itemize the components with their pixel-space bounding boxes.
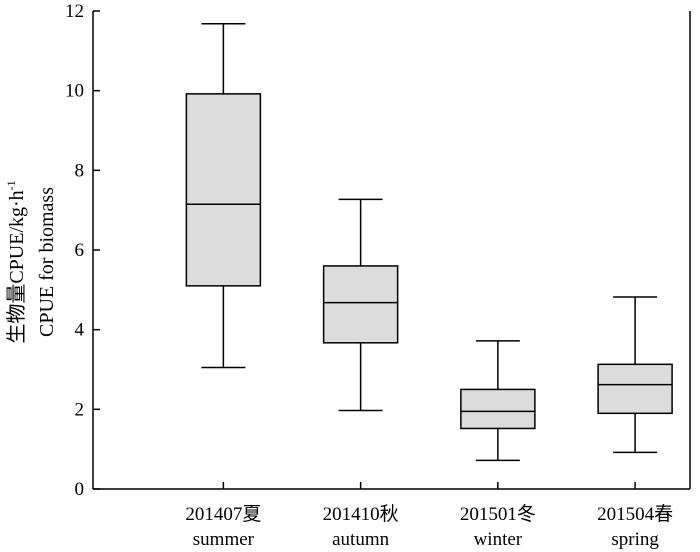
y-tick-label: 2 [75, 399, 85, 420]
iqr-box [597, 363, 673, 415]
iqr-box [322, 265, 399, 344]
x-label-season: autumn [332, 529, 389, 550]
x-label-season: spring [611, 529, 659, 550]
y-tick-label: 8 [75, 160, 85, 181]
y-tick-label: 12 [65, 1, 84, 22]
x-label-season: summer [193, 529, 255, 550]
box-summer [185, 22, 262, 369]
y-axis-title: 生物量CPUE/kg·h-1 CPUE for biomass [4, 180, 58, 343]
y-tick-label: 4 [75, 320, 85, 341]
y-tick-label: 6 [75, 240, 85, 261]
boxes [185, 22, 673, 462]
box-winter [460, 340, 536, 462]
x-labels: 201407夏 summer 201410秋 autumn 201501冬 winter 2… [185, 482, 673, 550]
y-ticks: 0 2 4 6 8 10 12 [65, 1, 100, 500]
axes [92, 11, 691, 490]
box-autumn [322, 198, 399, 412]
iqr-box [460, 388, 536, 430]
x-label-code: 201504春 [597, 503, 673, 525]
y-tick-label: 10 [65, 81, 84, 102]
y-tick-label: 0 [75, 479, 85, 500]
y-axis-title-line2: CPUE for biomass [36, 187, 58, 337]
x-label-code: 201407夏 [185, 504, 261, 525]
y-axis-title-line1: 生物量CPUE/kg·h-1 [4, 180, 28, 343]
x-label-code: 201410秋 [323, 503, 399, 525]
x-label-code: 201501冬 [460, 503, 536, 525]
box-spring [597, 296, 673, 454]
iqr-box [185, 93, 262, 287]
x-label-season: winter [474, 529, 523, 550]
